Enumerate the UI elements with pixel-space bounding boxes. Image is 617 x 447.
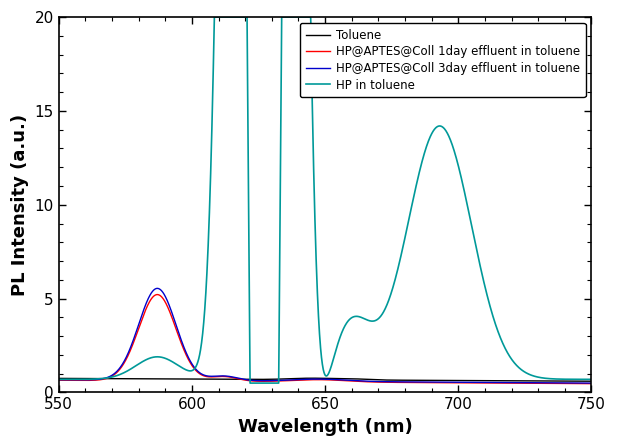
HP@APTES@Coll 3day effluent in toluene: [55, 377, 62, 382]
HP@APTES@Coll 3day effluent in toluene: [520, 380, 528, 385]
Y-axis label: PL Intensity (a.u.): PL Intensity (a.u.): [11, 114, 29, 296]
X-axis label: Wavelength (nm): Wavelength (nm): [238, 418, 413, 436]
Toluene: [588, 379, 595, 384]
HP in toluene: [210, 14, 218, 20]
HP in toluene: [55, 377, 62, 382]
HP@APTES@Coll 1day effluent in toluene: [283, 378, 290, 384]
Toluene: [55, 376, 62, 381]
HP in toluene: [578, 377, 585, 382]
HP in toluene: [520, 369, 528, 374]
HP@APTES@Coll 3day effluent in toluene: [588, 380, 595, 386]
Toluene: [116, 376, 123, 381]
Legend: Toluene, HP@APTES@Coll 1day effluent in toluene, HP@APTES@Coll 3day effluent in : Toluene, HP@APTES@Coll 1day effluent in …: [300, 23, 586, 97]
Toluene: [259, 377, 267, 382]
Toluene: [308, 375, 316, 381]
HP@APTES@Coll 3day effluent in toluene: [260, 378, 267, 384]
HP@APTES@Coll 1day effluent in toluene: [520, 380, 528, 386]
Toluene: [147, 376, 155, 382]
HP@APTES@Coll 3day effluent in toluene: [578, 380, 585, 386]
HP@APTES@Coll 1day effluent in toluene: [260, 379, 267, 384]
HP@APTES@Coll 1day effluent in toluene: [588, 381, 595, 386]
HP@APTES@Coll 3day effluent in toluene: [283, 377, 290, 383]
HP@APTES@Coll 1day effluent in toluene: [116, 367, 123, 372]
Line: HP in toluene: HP in toluene: [59, 17, 592, 383]
Toluene: [520, 378, 528, 384]
HP@APTES@Coll 1day effluent in toluene: [55, 378, 62, 383]
Toluene: [578, 379, 585, 384]
HP in toluene: [116, 372, 123, 377]
Toluene: [283, 376, 290, 382]
HP@APTES@Coll 1day effluent in toluene: [578, 381, 585, 386]
HP@APTES@Coll 1day effluent in toluene: [147, 296, 155, 302]
HP in toluene: [588, 377, 595, 382]
HP in toluene: [283, 14, 290, 20]
Line: HP@APTES@Coll 3day effluent in toluene: HP@APTES@Coll 3day effluent in toluene: [59, 288, 592, 383]
HP in toluene: [260, 380, 267, 386]
HP in toluene: [147, 355, 155, 360]
HP@APTES@Coll 3day effluent in toluene: [154, 286, 161, 291]
Line: Toluene: Toluene: [59, 378, 592, 381]
Line: HP@APTES@Coll 1day effluent in toluene: HP@APTES@Coll 1day effluent in toluene: [59, 295, 592, 384]
HP@APTES@Coll 3day effluent in toluene: [116, 366, 123, 371]
HP@APTES@Coll 1day effluent in toluene: [154, 292, 161, 297]
HP@APTES@Coll 3day effluent in toluene: [147, 291, 155, 296]
HP in toluene: [246, 380, 254, 386]
